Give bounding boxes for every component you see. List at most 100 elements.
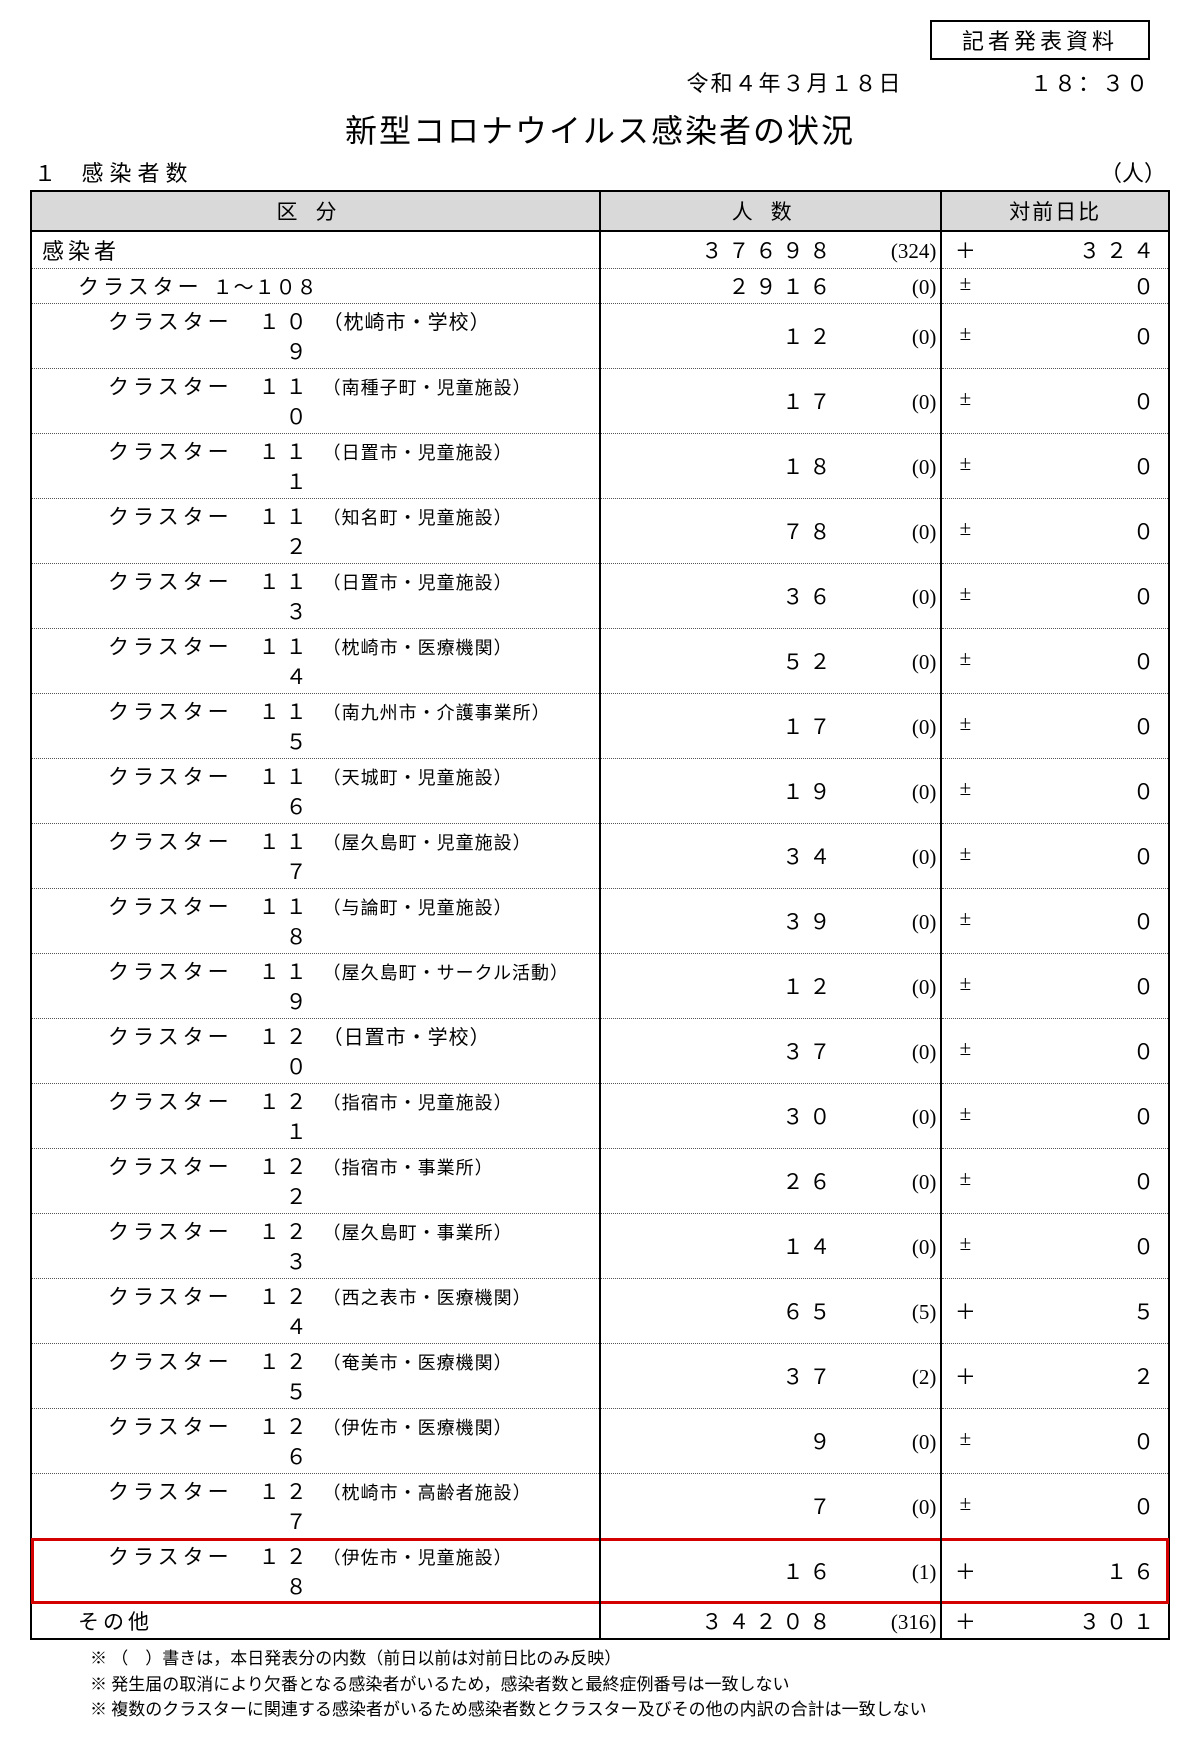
- release-date: 令和４年３月１８日: [686, 66, 902, 98]
- change-cell: ±０: [941, 824, 1169, 889]
- category-cell: クラスター１～１０８: [31, 269, 600, 304]
- table-row: クラスター１１２（知名町・児童施設）７８(0)±０: [31, 499, 1169, 564]
- change-cell: ±０: [941, 499, 1169, 564]
- table-body: 感染者３７６９８(324)＋３２４クラスター１～１０８２９１６(0)±０クラスタ…: [31, 231, 1169, 1639]
- footnotes: ※ （ ）書きは，本日発表分の内数（前日以前は対前日比のみ反映）※ 発生届の取消…: [90, 1646, 1170, 1723]
- table-row: クラスター１２０（日置市・学校）３７(0)±０: [31, 1019, 1169, 1084]
- col-count: 人数: [600, 191, 941, 231]
- change-cell: ±０: [941, 269, 1169, 304]
- count-cell: ３０(0): [600, 1084, 941, 1149]
- count-cell: ６５(5): [600, 1279, 941, 1344]
- table-row: クラスター１０９（枕崎市・学校）１２(0)±０: [31, 304, 1169, 369]
- section-number: １: [34, 161, 56, 186]
- category-cell: クラスター１１４（枕崎市・医療機関）: [31, 629, 600, 694]
- change-cell: ＋３０１: [941, 1604, 1169, 1640]
- change-cell: ±０: [941, 564, 1169, 629]
- count-cell: １２(0): [600, 304, 941, 369]
- table-row: クラスター１１７（屋久島町・児童施設）３４(0)±０: [31, 824, 1169, 889]
- count-cell: １７(0): [600, 369, 941, 434]
- count-cell: ２９１６(0): [600, 269, 941, 304]
- change-cell: ±０: [941, 1474, 1169, 1539]
- count-cell: ３７６９８(324): [600, 231, 941, 269]
- category-cell: クラスター１１１（日置市・児童施設）: [31, 434, 600, 499]
- count-cell: １２(0): [600, 954, 941, 1019]
- change-cell: ＋２: [941, 1344, 1169, 1409]
- category-cell: クラスター１２４（西之表市・医療機関）: [31, 1279, 600, 1344]
- category-cell: 感染者: [31, 231, 600, 269]
- table-row: クラスター１１５（南九州市・介護事業所）１７(0)±０: [31, 694, 1169, 759]
- footnote-line: ※ 複数のクラスターに関連する感染者がいるため感染者数とクラスター及びその他の内…: [90, 1697, 1170, 1723]
- count-cell: ３７(2): [600, 1344, 941, 1409]
- table-row: クラスター１２４（西之表市・医療機関）６５(5)＋５: [31, 1279, 1169, 1344]
- table-row: その他３４２０８(316)＋３０１: [31, 1604, 1169, 1640]
- change-cell: ±０: [941, 694, 1169, 759]
- col-category: 区分: [31, 191, 600, 231]
- count-cell: ３７(0): [600, 1019, 941, 1084]
- count-cell: ７(0): [600, 1474, 941, 1539]
- table-row: クラスター１２５（奄美市・医療機関）３７(2)＋２: [31, 1344, 1169, 1409]
- category-cell: クラスター１１６（天城町・児童施設）: [31, 759, 600, 824]
- table-row: クラスター１１０（南種子町・児童施設）１７(0)±０: [31, 369, 1169, 434]
- category-cell: クラスター１２０（日置市・学校）: [31, 1019, 600, 1084]
- table-row: クラスター１１９（屋久島町・サークル活動）１２(0)±０: [31, 954, 1169, 1019]
- category-cell: クラスター１２３（屋久島町・事業所）: [31, 1214, 600, 1279]
- date-line: 令和４年３月１８日 １８：３０: [30, 66, 1170, 98]
- change-cell: ±０: [941, 369, 1169, 434]
- table-header-row: 区分 人数 対前日比: [31, 191, 1169, 231]
- change-cell: ±０: [941, 629, 1169, 694]
- change-cell: ±０: [941, 1149, 1169, 1214]
- change-cell: ±０: [941, 1084, 1169, 1149]
- category-cell: クラスター１２７（枕崎市・高齢者施設）: [31, 1474, 600, 1539]
- footnote-line: ※ 発生届の取消により欠番となる感染者がいるため，感染者数と最終症例番号は一致し…: [90, 1672, 1170, 1698]
- count-cell: ３４(0): [600, 824, 941, 889]
- category-cell: クラスター１２８（伊佐市・児童施設）: [31, 1539, 600, 1604]
- col-change: 対前日比: [941, 191, 1169, 231]
- section-label: 感染者数: [82, 161, 194, 186]
- change-cell: ＋１６: [941, 1539, 1169, 1604]
- change-cell: ±０: [941, 889, 1169, 954]
- table-row: クラスター１１４（枕崎市・医療機関）５２(0)±０: [31, 629, 1169, 694]
- change-cell: ±０: [941, 1409, 1169, 1474]
- category-cell: クラスター１２６（伊佐市・医療機関）: [31, 1409, 600, 1474]
- release-time: １８：３０: [1030, 71, 1150, 96]
- count-cell: １８(0): [600, 434, 941, 499]
- change-cell: ±０: [941, 759, 1169, 824]
- table-row: クラスター１２８（伊佐市・児童施設）１６(1)＋１６: [31, 1539, 1169, 1604]
- press-release-label: 記者発表資料: [930, 20, 1150, 60]
- table-row: クラスター１２７（枕崎市・高齢者施設）７(0)±０: [31, 1474, 1169, 1539]
- change-cell: ＋５: [941, 1279, 1169, 1344]
- change-cell: ±０: [941, 954, 1169, 1019]
- category-cell: クラスター１１７（屋久島町・児童施設）: [31, 824, 600, 889]
- count-cell: ３４２０８(316): [600, 1604, 941, 1640]
- unit-label: （人）: [1100, 156, 1166, 188]
- change-cell: ±０: [941, 1214, 1169, 1279]
- count-cell: ３６(0): [600, 564, 941, 629]
- category-cell: クラスター１１５（南九州市・介護事業所）: [31, 694, 600, 759]
- table-row: 感染者３７６９８(324)＋３２４: [31, 231, 1169, 269]
- category-cell: クラスター１１２（知名町・児童施設）: [31, 499, 600, 564]
- change-cell: ±０: [941, 304, 1169, 369]
- table-row: クラスター１１１（日置市・児童施設）１８(0)±０: [31, 434, 1169, 499]
- count-cell: １７(0): [600, 694, 941, 759]
- count-cell: ５２(0): [600, 629, 941, 694]
- count-cell: １４(0): [600, 1214, 941, 1279]
- table-row: クラスター１１８（与論町・児童施設）３９(0)±０: [31, 889, 1169, 954]
- count-cell: １６(1): [600, 1539, 941, 1604]
- count-cell: １９(0): [600, 759, 941, 824]
- category-cell: クラスター１２２（指宿市・事業所）: [31, 1149, 600, 1214]
- table-row: クラスター１１３（日置市・児童施設）３６(0)±０: [31, 564, 1169, 629]
- category-cell: その他: [31, 1604, 600, 1640]
- category-cell: クラスター１１８（与論町・児童施設）: [31, 889, 600, 954]
- table-row: クラスター１２３（屋久島町・事業所）１４(0)±０: [31, 1214, 1169, 1279]
- table-row: クラスター１１６（天城町・児童施設）１９(0)±０: [31, 759, 1169, 824]
- section-header: １ 感染者数 （人）: [34, 156, 1166, 188]
- footnote-line: ※ （ ）書きは，本日発表分の内数（前日以前は対前日比のみ反映）: [90, 1646, 1170, 1672]
- count-cell: ３９(0): [600, 889, 941, 954]
- table-row: クラスター１２６（伊佐市・医療機関）９(0)±０: [31, 1409, 1169, 1474]
- change-cell: ±０: [941, 1019, 1169, 1084]
- count-cell: ７８(0): [600, 499, 941, 564]
- category-cell: クラスター１２５（奄美市・医療機関）: [31, 1344, 600, 1409]
- category-cell: クラスター１１０（南種子町・児童施設）: [31, 369, 600, 434]
- change-cell: ±０: [941, 434, 1169, 499]
- table-row: クラスター１２２（指宿市・事業所）２６(0)±０: [31, 1149, 1169, 1214]
